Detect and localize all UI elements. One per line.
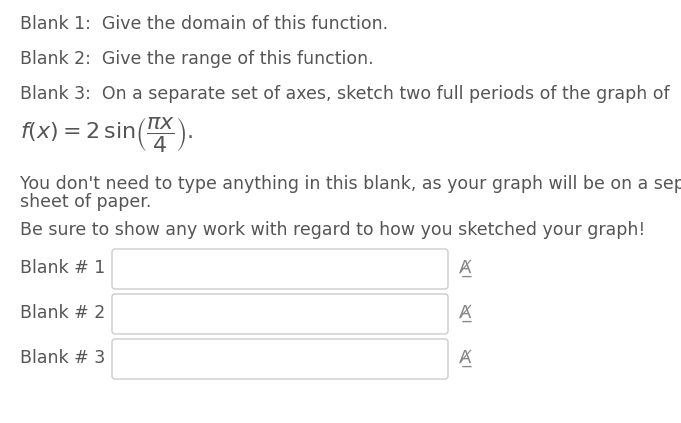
Text: Blank 3:  On a separate set of axes, sketch two full periods of the graph of: Blank 3: On a separate set of axes, sket… <box>20 85 669 103</box>
Text: Blank # 3: Blank # 3 <box>20 349 106 367</box>
Text: A̸̲: A̸̲ <box>460 304 473 322</box>
Text: $f(x) = 2\,\mathrm{sin}\left(\dfrac{\pi x}{4}\right).$: $f(x) = 2\,\mathrm{sin}\left(\dfrac{\pi … <box>20 115 193 154</box>
FancyBboxPatch shape <box>112 339 448 379</box>
FancyBboxPatch shape <box>112 294 448 334</box>
Text: You don't need to type anything in this blank, as your graph will be on a separa: You don't need to type anything in this … <box>20 175 681 193</box>
Text: Blank # 1: Blank # 1 <box>20 259 106 277</box>
Text: sheet of paper.: sheet of paper. <box>20 193 151 211</box>
Text: Blank # 2: Blank # 2 <box>20 304 106 322</box>
Text: Blank 2:  Give the range of this function.: Blank 2: Give the range of this function… <box>20 50 374 68</box>
Text: A̸̲: A̸̲ <box>460 259 473 277</box>
Text: Be sure to show any work with regard to how you sketched your graph!: Be sure to show any work with regard to … <box>20 221 646 239</box>
Text: A̸̲: A̸̲ <box>460 349 473 367</box>
Text: Blank 1:  Give the domain of this function.: Blank 1: Give the domain of this functio… <box>20 15 388 33</box>
FancyBboxPatch shape <box>112 249 448 289</box>
